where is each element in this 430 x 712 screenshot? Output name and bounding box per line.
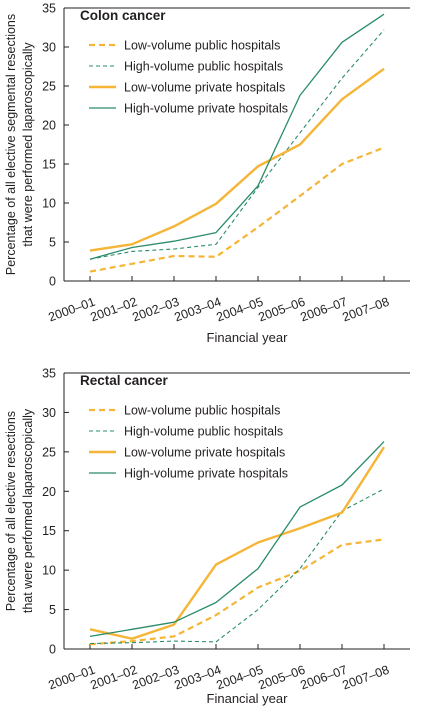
x-tick-label: 2003–04 [173,295,224,325]
x-tick-label: 2002–03 [131,663,182,693]
x-tick-label: 2003–04 [173,663,224,693]
y-tick-label: 35 [42,367,56,381]
y-tick-label: 20 [42,119,56,133]
legend-label: Low-volume private hospitals [124,81,285,95]
x-tick-label: 2002–03 [131,295,182,325]
y-tick-label: 15 [42,158,56,172]
y-tick-label: 0 [49,643,56,657]
x-tick-label: 2000–01 [47,295,98,325]
y-tick-label: 35 [42,2,56,16]
chart-title: Rectal cancer [80,373,169,388]
y-tick-label: 20 [42,485,56,499]
y-tick-label: 0 [49,275,56,289]
x-tick-label: 2007–08 [341,663,392,693]
y-axis-label-line: that were performed laparoscopically [21,408,35,613]
rectal-cancer-chart: 0 5 10 15 20 25 30 35 2000–012001–022002–032003–… [4,367,410,706]
legend-label: Low-volume public hospitals [124,404,280,418]
legend-label: High-volume private hospitals [124,467,288,481]
y-axis-label-line: Percentage of all elective resections [4,411,18,611]
x-axis-label: Financial year [207,691,289,706]
y-tick-label: 5 [49,236,56,250]
series-line [89,29,385,260]
x-tick-label: 2001–02 [89,663,140,693]
series-line [89,446,386,640]
x-tick-label: 2005–06 [257,295,308,325]
series-line [89,13,385,260]
legend-label: High-volume public hospitals [124,60,283,74]
legend-label: Low-volume private hospitals [124,446,285,460]
x-tick-label: 2006–07 [299,663,350,693]
y-tick-label: 10 [42,564,56,578]
x-tick-label: 2000–01 [47,663,98,693]
x-tick-label: 2005–06 [257,663,308,693]
x-tick-label: 2007–08 [341,295,392,325]
y-axis-label-line: Percentage of all elective segmental res… [4,14,18,275]
series-line [89,67,385,252]
y-tick-label: 5 [49,603,56,617]
series-line [89,488,385,645]
colon-cancer-chart: 0 5 10 15 20 25 30 35 2000–012001–022002–032003–… [4,2,410,345]
legend-label: Low-volume public hospitals [124,39,280,53]
y-tick-label: 30 [42,41,56,55]
chart-title: Colon cancer [80,8,166,23]
x-tick-label: 2001–02 [89,295,140,325]
y-tick-label: 10 [42,197,56,211]
x-tick-label: 2004–05 [215,295,266,325]
series-line [89,441,385,638]
legend-label: High-volume private hospitals [124,102,288,116]
y-tick-label: 15 [42,524,56,538]
y-axis-label-line: that were performed laparoscopically [21,42,35,247]
y-tick-label: 25 [42,445,56,459]
x-tick-label: 2004–05 [215,663,266,693]
legend-label: High-volume public hospitals [124,425,283,439]
x-tick-label: 2006–07 [299,295,350,325]
series-line [89,146,385,273]
y-tick-label: 25 [42,80,56,94]
y-tick-label: 30 [42,406,56,420]
x-axis-label: Financial year [207,330,289,345]
